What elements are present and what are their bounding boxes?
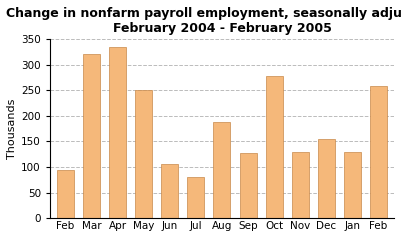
Bar (370, 86, 387, 218)
Bar (57, 170, 74, 218)
Bar (161, 164, 178, 218)
Bar (344, 152, 361, 218)
Bar (239, 153, 257, 218)
Bar (83, 54, 100, 218)
Bar (213, 122, 231, 218)
Y-axis label: Thousands: Thousands (7, 98, 17, 159)
Bar (292, 152, 309, 218)
Bar (135, 90, 152, 218)
Bar (265, 76, 283, 218)
Bar (318, 139, 335, 218)
Bar (187, 177, 205, 218)
Title: Change in nonfarm payroll employment, seasonally adjusted,
February 2004 - Febru: Change in nonfarm payroll employment, se… (6, 7, 401, 35)
Bar (109, 47, 126, 218)
